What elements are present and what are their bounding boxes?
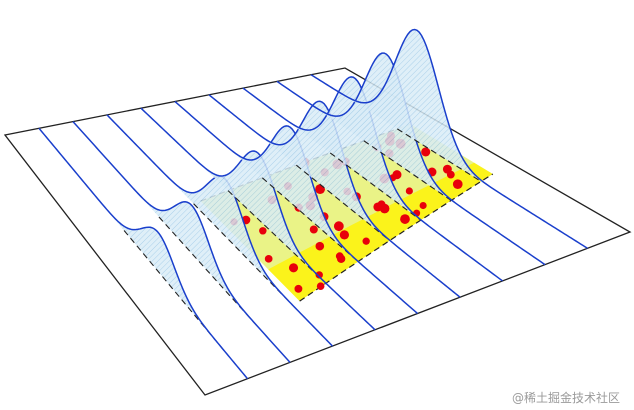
sample-point [400, 214, 410, 224]
density-curve [310, 28, 588, 249]
sample-point [421, 147, 431, 157]
density-curve [140, 107, 376, 331]
sample-point [288, 263, 299, 273]
density-fill [219, 125, 363, 266]
sample-point [377, 200, 386, 209]
density-curve [72, 121, 291, 363]
sample-point [362, 237, 370, 245]
slice-dash [193, 203, 294, 307]
drawing [3, 28, 632, 396]
slice-dash [261, 177, 359, 262]
sample-point [294, 284, 303, 293]
density-fill [189, 151, 329, 286]
sample-point [259, 227, 267, 235]
slice-dash [329, 152, 422, 221]
sample-point [309, 225, 318, 234]
density-curve [38, 127, 249, 380]
sample-point [405, 187, 413, 195]
sample-point [339, 230, 350, 240]
watermark: @稀土掘金技术社区 [512, 390, 620, 405]
sample-point [335, 252, 344, 261]
slice-dash [396, 128, 482, 182]
sample-point [264, 254, 273, 263]
sample-point [316, 282, 325, 291]
band-edge [299, 173, 494, 302]
density-fill [277, 76, 432, 228]
density-fill [306, 53, 465, 210]
sample-point [315, 241, 325, 251]
sample-point [315, 271, 323, 279]
sample-point [452, 179, 463, 190]
sample-point [446, 170, 455, 179]
slice-dash [227, 190, 327, 284]
sample-point [419, 201, 427, 210]
density-fill [248, 101, 398, 247]
sample-point [333, 221, 344, 232]
slice-dash [363, 140, 452, 201]
